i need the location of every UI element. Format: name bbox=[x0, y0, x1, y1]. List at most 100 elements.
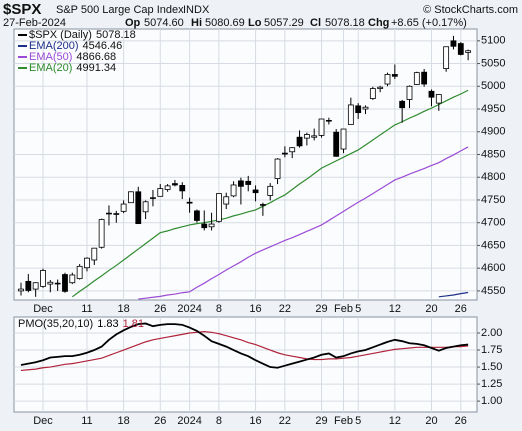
candle-body bbox=[106, 212, 112, 215]
candle-body bbox=[201, 223, 208, 229]
legend-value: 4991.34 bbox=[76, 62, 116, 74]
legend-entry: EMA(20) 4991.34 bbox=[29, 62, 116, 74]
candle-body bbox=[208, 223, 215, 228]
candle-body bbox=[40, 270, 46, 287]
candle-body bbox=[296, 136, 303, 147]
candle-body bbox=[32, 282, 39, 290]
quote-label: Cl bbox=[310, 17, 321, 29]
y-tick-label: 4750 bbox=[481, 194, 505, 206]
candle-body bbox=[318, 118, 325, 136]
line bbox=[20, 322, 469, 369]
candle-body bbox=[54, 282, 61, 285]
candle-body bbox=[289, 147, 296, 153]
quote: Op 5074.60 Hi 5080.69 Lo 5057.29 Cl 5078.18 Chg +… bbox=[125, 17, 467, 29]
x-tick-label: Feb bbox=[334, 415, 353, 427]
candle-body bbox=[18, 288, 24, 292]
candle-body bbox=[413, 72, 420, 85]
candle-body bbox=[172, 183, 178, 186]
exchange: INDX bbox=[183, 4, 210, 16]
x-tick-label: 26 bbox=[154, 303, 166, 315]
candle-body bbox=[150, 197, 156, 199]
x-tick-label: Dec bbox=[33, 303, 53, 315]
y-tick-label: 5050 bbox=[481, 57, 505, 69]
x-tick-label: 16 bbox=[249, 415, 261, 427]
x-tick-label: 18 bbox=[117, 415, 129, 427]
candle-body bbox=[69, 274, 76, 284]
x-tick-label: Dec bbox=[33, 415, 53, 427]
candle-body bbox=[98, 219, 105, 248]
x-tick-label: 29 bbox=[315, 415, 327, 427]
y-tick-label: 4650 bbox=[481, 239, 505, 251]
candle-body bbox=[62, 274, 68, 292]
legend-name: EMA(50) bbox=[29, 51, 72, 63]
candle-body bbox=[399, 100, 406, 109]
candle-body bbox=[274, 158, 281, 179]
x-tick-label: 2024 bbox=[177, 415, 201, 427]
candle-body bbox=[216, 193, 222, 222]
candle-body bbox=[347, 104, 354, 125]
index-name: S&P 500 Large Cap Index bbox=[56, 4, 184, 16]
date: 27-Feb-2024 bbox=[3, 17, 66, 29]
y-tick-label: 4950 bbox=[481, 103, 505, 115]
candle-body bbox=[325, 119, 332, 122]
legend-value: 4866.68 bbox=[76, 51, 116, 63]
x-tick-label: 26 bbox=[455, 415, 467, 427]
candle-body bbox=[223, 196, 230, 205]
x-tick-label: 11 bbox=[81, 415, 92, 427]
quote-label: Hi bbox=[191, 17, 202, 29]
x-tick-label: 22 bbox=[279, 303, 291, 315]
candle-body bbox=[120, 203, 127, 212]
legend-name: PMO(35,20,10) bbox=[18, 318, 93, 330]
candle-body bbox=[428, 90, 435, 98]
candle-body bbox=[186, 201, 193, 204]
x-tick-label: 11 bbox=[81, 303, 92, 315]
candle-body bbox=[355, 105, 362, 114]
x-tick-label: 5 bbox=[355, 303, 361, 315]
candle-body bbox=[465, 50, 472, 53]
y-tick-label: 5100 bbox=[481, 35, 505, 47]
y-tick-label: 4900 bbox=[481, 126, 505, 138]
candle-body bbox=[245, 180, 252, 185]
candle-body bbox=[237, 180, 244, 187]
candle-body bbox=[25, 280, 32, 291]
legend-entry: EMA(50) 4866.68 bbox=[29, 51, 116, 63]
pmo-panel bbox=[13, 316, 478, 413]
legend-name: EMA(200) bbox=[29, 40, 79, 52]
x-tick-label: 18 bbox=[117, 303, 129, 315]
candle-body bbox=[391, 74, 398, 77]
x-tick-label: 12 bbox=[389, 415, 401, 427]
y-tick-label: 4800 bbox=[481, 171, 505, 183]
legend-value: 4546.46 bbox=[83, 40, 123, 52]
legend-name: EMA(20) bbox=[29, 62, 72, 74]
x-tick-label: 26 bbox=[154, 415, 166, 427]
quote-value: 5057.29 bbox=[264, 17, 304, 29]
candle-body bbox=[164, 185, 171, 190]
x-tick-label: 2024 bbox=[177, 303, 201, 315]
x-tick-label: 22 bbox=[279, 415, 291, 427]
legend-value: 1.81 bbox=[123, 318, 144, 330]
x-tick-label: Feb bbox=[334, 303, 353, 315]
candle-body bbox=[91, 247, 98, 261]
price-panel bbox=[13, 28, 478, 301]
candle-body bbox=[406, 85, 413, 100]
candle-body bbox=[179, 185, 186, 192]
quote-value: 5074.60 bbox=[144, 17, 184, 29]
quote-value: +8.65 (+0.17%) bbox=[391, 17, 467, 29]
y-tick-label: 2.00 bbox=[481, 327, 502, 339]
x-tick-label: 26 bbox=[455, 303, 467, 315]
candle-body bbox=[369, 88, 376, 99]
candle-body bbox=[142, 201, 149, 213]
legend-entry: PMO(35,20,10) 1.83 1.81 bbox=[18, 318, 144, 330]
x-tick-label: 5 bbox=[355, 415, 361, 427]
candle-body bbox=[340, 128, 347, 150]
candle-body bbox=[362, 106, 369, 110]
y-tick-label: 4550 bbox=[481, 285, 505, 297]
x-tick-label: 20 bbox=[425, 415, 437, 427]
legend-entry: EMA(200) 4546.46 bbox=[29, 40, 122, 52]
y-tick-label: 5000 bbox=[481, 80, 505, 92]
candle-body bbox=[450, 40, 457, 47]
candle-body bbox=[333, 131, 340, 157]
x-tick-label: 16 bbox=[249, 303, 261, 315]
candle-body bbox=[128, 191, 134, 204]
